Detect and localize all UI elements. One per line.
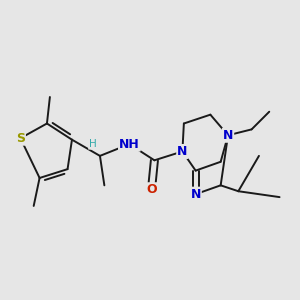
Text: NH: NH	[119, 138, 140, 151]
Text: S: S	[16, 132, 25, 145]
Text: O: O	[146, 183, 157, 196]
Text: N: N	[223, 129, 233, 142]
Text: N: N	[190, 188, 201, 201]
Text: N: N	[177, 145, 188, 158]
Text: H: H	[89, 139, 97, 149]
